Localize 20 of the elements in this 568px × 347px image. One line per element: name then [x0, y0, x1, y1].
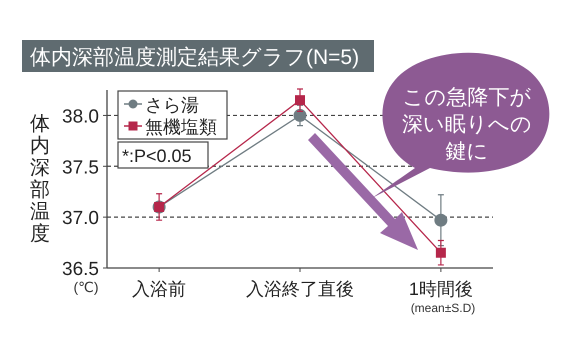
y-tick-label: 36.5: [62, 259, 99, 280]
text: (mean±S.D): [410, 301, 476, 315]
annotation: *:P<0.05: [122, 146, 192, 166]
annotation: この急降下が深い眠りへの鍵に: [402, 86, 532, 163]
y-tick-label: 37.5: [62, 157, 99, 178]
x-tick-label: 入浴終了直後: [246, 279, 354, 299]
legend-label: さら湯: [145, 95, 199, 115]
x-tick-label: 1時間後: [408, 279, 473, 299]
point: [434, 214, 448, 227]
text: (℃): [73, 279, 99, 295]
point: [294, 108, 306, 122]
y-tick-label: 38.0: [62, 106, 99, 128]
x-tick-label: 入浴前: [132, 279, 186, 299]
y-tick-label: 37.0: [62, 208, 99, 230]
title: 体内深部温度測定結果グラフ(N=5): [22, 40, 374, 72]
point: [436, 248, 446, 258]
point: [295, 95, 305, 106]
chart-title: 体内深部温度測定結果グラフ(N=5): [30, 46, 360, 69]
y-axis-title: 体内深部温度: [30, 113, 50, 245]
legend-label: 無機塩類: [145, 117, 217, 137]
